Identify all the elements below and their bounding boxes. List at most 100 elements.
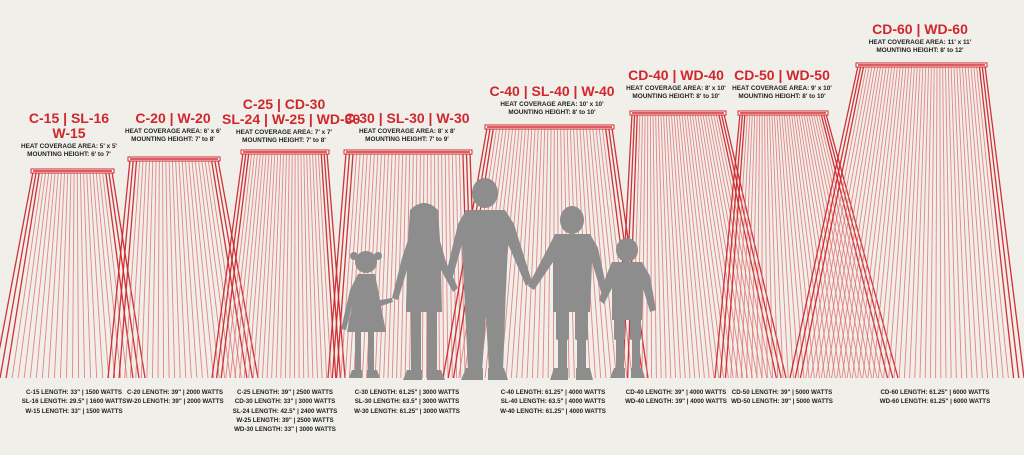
heat-ray [157, 159, 160, 379]
spec-line: W-30 LENGTH: 61.25" | 3000 WATTS [354, 407, 460, 415]
heat-ray [266, 152, 279, 379]
heat-ray [820, 65, 876, 379]
heat-ray [818, 113, 883, 379]
heat-ray [165, 159, 170, 379]
heat-ray [719, 113, 744, 379]
heat-ray [181, 159, 198, 379]
heat-ray [271, 152, 282, 379]
heat-ray [261, 152, 276, 379]
heat-ray [825, 65, 879, 379]
heat-ray [805, 65, 867, 379]
heat-ray [665, 113, 681, 379]
heat-ray [686, 113, 720, 379]
heater-c25-specs: C-25 LENGTH: 39" | 2500 WATTS CD-30 LENG… [226, 388, 344, 434]
heat-ray [11, 171, 43, 379]
heat-ray [720, 113, 782, 379]
heater-c20-specs: C-20 LENGTH: 39" | 2000 WATTS W-20 LENGT… [116, 388, 234, 407]
model-title: C-25 | CD-30 SL-24 | W-25 | WD-30 [222, 97, 360, 127]
model-title-line: C-40 | SL-40 | W-40 [489, 83, 615, 99]
heat-ray [764, 113, 768, 379]
model-title: C-20 | W-20 [118, 111, 228, 126]
model-title: C-30 | SL-30 | W-30 [342, 111, 472, 126]
heat-ray [294, 152, 296, 379]
heat-ray [903, 65, 921, 379]
heat-ray [956, 65, 973, 379]
heat-ray [140, 159, 151, 379]
heat-ray [327, 152, 347, 379]
heater-cd50-specs: CD-50 LENGTH: 39" | 5000 WATTS WD-50 LEN… [724, 388, 840, 407]
heat-ray [668, 113, 686, 379]
girl-silhouette [341, 251, 393, 378]
heat-ray [47, 171, 62, 379]
heat-ray [935, 65, 938, 379]
mounting-height: MOUNTING HEIGHT: 8' to 12' [876, 46, 964, 54]
spec-line: W-25 LENGTH: 39" | 2500 WATTS [236, 416, 334, 424]
spec-line: SL-16 LENGTH: 29.5" | 1600 WATTS [21, 398, 127, 406]
heat-ray [670, 113, 691, 379]
heat-ray [702, 113, 749, 379]
heat-ray [945, 65, 952, 379]
heat-ray [526, 127, 539, 379]
heat-ray [676, 113, 701, 379]
heat-ray [883, 65, 910, 379]
heat-ray [92, 171, 110, 379]
spec-line: WD-50 LENGTH: 39" | 5000 WATTS [731, 398, 833, 406]
heat-ray [655, 113, 662, 379]
heat-ray [135, 159, 147, 379]
spec-line: W-40 LENGTH: 61.25" | 4000 WATTS [500, 407, 606, 415]
heat-ray [252, 152, 270, 379]
heat-ray [210, 159, 248, 379]
heat-ray [108, 171, 140, 379]
heat-ray [893, 65, 915, 379]
heat-ray [303, 152, 309, 379]
heat-ray [41, 171, 59, 379]
heat-ray [300, 152, 305, 379]
heat-ray [162, 159, 165, 379]
heat-ray [961, 65, 983, 379]
heat-ray [178, 159, 192, 379]
heat-ray [707, 113, 758, 379]
spec-line: WD-60 LENGTH: 61.25" | 6000 WATTS [879, 398, 991, 406]
heat-ray [306, 152, 314, 379]
heat-ray [673, 113, 696, 379]
heat-ray [815, 113, 878, 379]
heat-ray [151, 159, 157, 379]
heat-ray [23, 171, 50, 379]
heat-ray [220, 152, 250, 379]
heat-ray [888, 65, 913, 379]
heater-c25-label: C-25 | CD-30 SL-24 | W-25 | WD-30 HEAT C… [222, 97, 360, 144]
coverage-area: HEAT COVERAGE AREA: 11' x 11' [868, 39, 972, 46]
heater-c20-label: C-20 | W-20 HEAT COVERAGE AREA: 6' x 6' … [118, 111, 228, 143]
model-title: CD-50 | WD-50 [730, 68, 834, 83]
spec-line: CD-50 LENGTH: 39" | 5000 WATTS [731, 389, 833, 396]
heat-ray [766, 113, 773, 379]
heat-ray [641, 113, 646, 379]
heat-ray [521, 127, 536, 379]
heat-ray [5, 171, 40, 379]
mounting-height: MOUNTING HEIGHT: 6' to 7' [27, 150, 111, 158]
heat-ray [697, 113, 739, 379]
heat-ray [813, 113, 873, 379]
heat-ray [194, 159, 220, 379]
heat-ray [188, 159, 209, 379]
heat-ray [0, 171, 34, 350]
spec-line: C-15 LENGTH: 33" | 1500 WATTS [25, 389, 122, 396]
mounting-height: MOUNTING HEIGHT: 8' to 10' [632, 92, 720, 100]
heat-ray [846, 65, 890, 379]
little-boy-silhouette [599, 238, 656, 378]
mounting-height: MOUNTING HEIGHT: 7' to 8' [131, 135, 215, 143]
heat-ray [724, 113, 746, 379]
heat-ray [197, 159, 226, 379]
heat-ray [789, 65, 859, 379]
heat-ray [112, 159, 134, 379]
heat-ray [500, 127, 523, 379]
heat-ray [705, 113, 753, 379]
heater-c15-specs: C-15 LENGTH: 33" | 1500 WATTS SL-16 LENG… [14, 388, 134, 416]
coverage-area: HEAT COVERAGE AREA: 9' x 10' [732, 85, 832, 92]
heater-c40-label: C-40 | SL-40 | W-40 HEAT COVERAGE AREA: … [482, 84, 622, 116]
heat-ray [111, 171, 146, 379]
heat-ray [344, 152, 361, 379]
heat-ray [146, 159, 154, 379]
